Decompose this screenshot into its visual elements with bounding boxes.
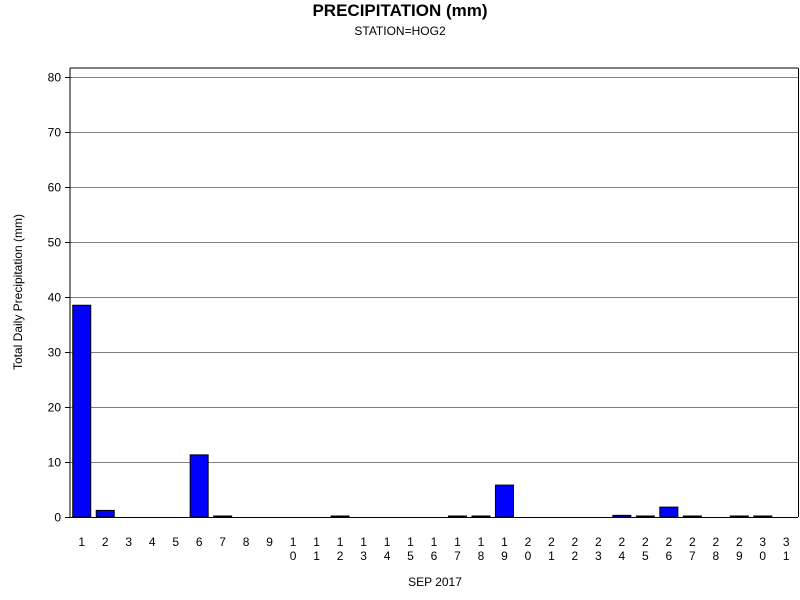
y-tick-labels: 0 10 20 30 40 50 60 70 80 [48,71,70,525]
y-axis-label: Total Daily Precipitation (mm) [11,214,25,370]
chart-title: PRECIPITATION (mm) [312,1,488,20]
y-tick-label: 40 [48,291,62,305]
bar [330,515,350,518]
x-tick-label: 4 [149,535,156,549]
bar [447,515,467,518]
x-tick-label: 2 [102,535,109,549]
y-tick-label: 20 [48,401,62,415]
bar [494,484,514,518]
bar [612,514,632,518]
x-tick-label: 8 [243,535,250,549]
axes [69,67,799,518]
x-tick-label: 5 [172,535,179,549]
bar [682,515,702,518]
bar [729,515,749,518]
x-tick-label: 7 [219,535,226,549]
x-tick-label: 3 [125,535,132,549]
y-tick-label: 80 [48,71,62,85]
bar [189,454,209,518]
y-tick-label: 30 [48,346,62,360]
bar [471,515,491,518]
bar [753,515,773,518]
x-tick-label: 1 [78,535,85,549]
y-tick-label: 60 [48,181,62,195]
grid-lines [70,77,798,463]
x-tick-labels: 1 2 3 4 5 6 7 8 9 1 01 11 21 31 41 51 61 71 81 92 02 12 22 32 42… [78,535,790,563]
y-tick-label: 10 [48,456,62,470]
bar [95,509,115,518]
bar [659,506,679,518]
x-tick-label: 6 [196,535,203,549]
chart-subtitle: STATION=HOG2 [354,24,446,38]
bar [72,304,92,518]
y-tick-label: 0 [54,511,61,525]
bar [635,515,655,518]
bar [213,515,233,518]
x-tick-label: 9 [266,535,273,549]
x-axis-label: SEP 2017 [408,575,462,589]
bar-series [72,304,773,518]
y-tick-label: 50 [48,236,62,250]
y-tick-label: 70 [48,126,62,140]
